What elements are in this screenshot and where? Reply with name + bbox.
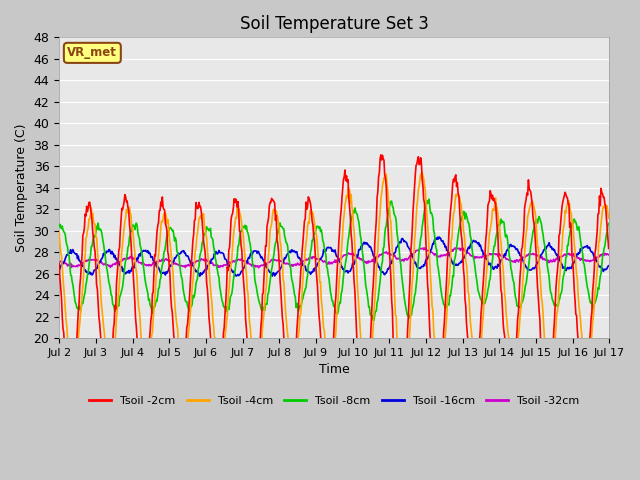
X-axis label: Time: Time	[319, 363, 349, 376]
Title: Soil Temperature Set 3: Soil Temperature Set 3	[240, 15, 429, 33]
Y-axis label: Soil Temperature (C): Soil Temperature (C)	[15, 123, 28, 252]
Text: VR_met: VR_met	[67, 47, 117, 60]
Legend: Tsoil -2cm, Tsoil -4cm, Tsoil -8cm, Tsoil -16cm, Tsoil -32cm: Tsoil -2cm, Tsoil -4cm, Tsoil -8cm, Tsoi…	[84, 392, 584, 411]
